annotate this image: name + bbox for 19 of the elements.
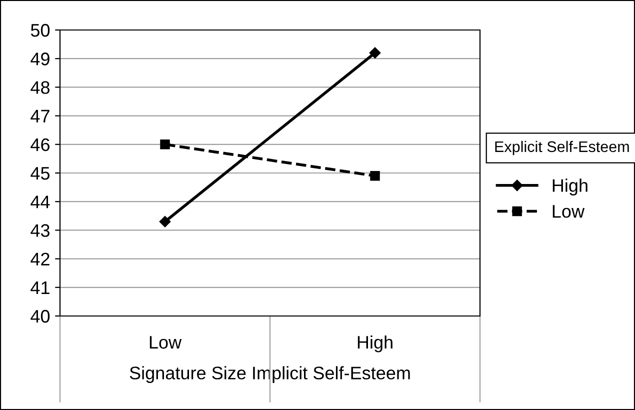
y-tick-label: 43 [30, 224, 50, 237]
y-tick-label: 45 [30, 167, 50, 180]
y-tick-label: 44 [30, 196, 50, 208]
y-tick-label: 50 [30, 24, 50, 37]
y-tick-label: 49 [30, 52, 50, 66]
point [160, 140, 170, 150]
legend-title: Explicit Self-Esteem [495, 140, 629, 156]
y-tick-label: 40 [30, 310, 50, 323]
y-tick-label: 46 [30, 138, 50, 152]
legend-label: Low [552, 205, 585, 218]
legend-label: High [552, 178, 588, 196]
point [370, 171, 380, 181]
y-tick-label: 48 [30, 81, 50, 94]
y-tick-label: 47 [30, 110, 50, 122]
point [159, 216, 171, 228]
x-axis-title: Signature Size Implicit Self-Esteem [130, 366, 410, 383]
point [369, 47, 381, 58]
y-tick-label: 42 [30, 252, 50, 266]
y-tick-label: 41 [30, 282, 50, 294]
